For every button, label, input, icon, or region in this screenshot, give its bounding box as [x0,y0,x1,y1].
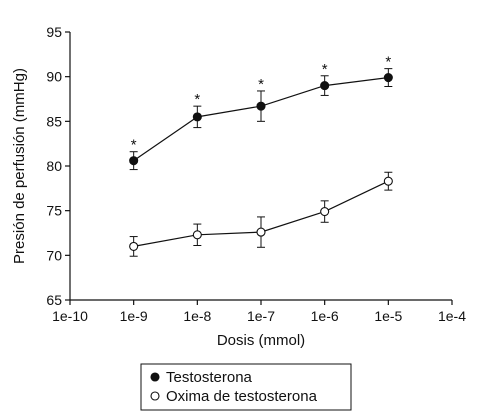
plot-area: * * * * * [129,54,393,257]
legend-entry-testosterona: Testosterona [166,369,253,386]
data-point-testosterona [383,73,393,83]
data-point-oxima [192,230,202,240]
y-tick-label: 65 [46,292,62,308]
y-tick-label: 95 [46,24,62,40]
data-point-oxima [256,227,266,237]
data-point-testosterona [129,156,139,166]
y-tick-label: 90 [46,69,62,85]
y-tick-label: 80 [46,158,62,174]
x-axis-label: Dosis (mmol) [217,332,305,349]
data-point-testosterona [256,101,266,111]
legend-marker-oxima [150,391,160,401]
axes [69,32,452,301]
significance-marker: * [258,76,264,93]
data-point-oxima [383,176,393,186]
x-tick-label: 1e-10 [52,308,88,324]
legend-marker-testosterona [150,372,160,382]
legend-entry-oxima: Oxima de testosterona [166,388,318,405]
x-tick-label: 1e-8 [183,308,211,324]
x-tick-label: 1e-7 [247,308,275,324]
y-ticks: 65 70 75 80 85 90 95 [46,24,70,308]
data-point-testosterona [192,112,202,122]
legend-box [140,363,352,411]
data-point-oxima [129,241,139,251]
y-tick-label: 70 [46,247,62,263]
x-ticks: 1e-10 1e-9 1e-8 1e-7 1e-6 1e-5 1e-4 [52,300,466,324]
y-tick-label: 75 [46,203,62,219]
significance-marker: * [131,137,137,154]
significance-marker: * [385,54,391,71]
significance-marker: * [194,91,200,108]
x-tick-label: 1e-6 [311,308,339,324]
x-tick-label: 1e-4 [438,308,466,324]
x-tick-label: 1e-9 [120,308,148,324]
y-tick-label: 85 [46,113,62,129]
legend: Testosterona Oxima de testosterona [140,363,352,411]
significance-marker: * [322,61,328,78]
data-point-testosterona [320,81,330,91]
x-tick-label: 1e-5 [374,308,402,324]
y-axis-label: Presión de perfusión (mmHg) [11,68,28,264]
data-point-oxima [320,207,330,217]
